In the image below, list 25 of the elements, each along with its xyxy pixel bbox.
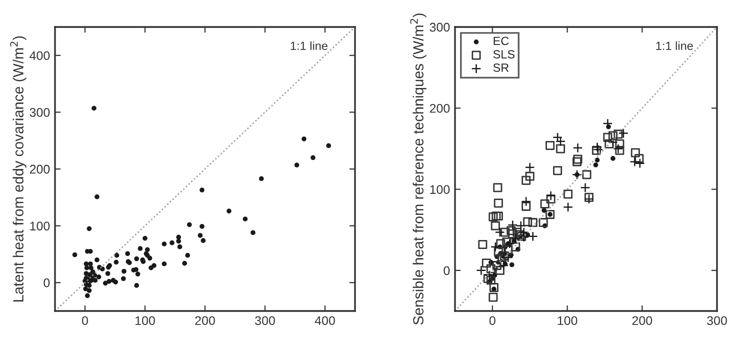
annotation: 1:1 line — [290, 41, 328, 50]
x-tick-label: 100 — [558, 316, 578, 326]
x-tick-label: 100 — [136, 316, 155, 326]
x-tick-label: 0 — [82, 316, 88, 326]
x-tick-label: 300 — [255, 316, 275, 326]
y-tick-label: 400 — [30, 51, 50, 60]
x-tick-label: 300 — [707, 316, 727, 326]
y-tick-label: 300 — [430, 22, 450, 32]
legend-label: EC — [494, 36, 509, 46]
y-tick-label: 100 — [30, 222, 50, 230]
legend-label: SR — [493, 63, 509, 72]
x-tick-label: 0 — [489, 316, 496, 326]
x-tick-label: 200 — [195, 316, 215, 326]
y-axis-title: Sensible heat from reference techniques (W/m$^{2}$) — [410, 14, 426, 325]
x-tick-label: 200 — [632, 316, 652, 326]
y-axis-title: Latent heat from eddy covariance (W/m$^{2}$) — [10, 36, 26, 302]
y-tick-label: 200 — [30, 164, 50, 174]
y-tick-label: 300 — [30, 108, 50, 117]
legend-label: SLS — [493, 50, 515, 58]
y-tick-label: 0 — [444, 266, 450, 276]
y-tick-label: 200 — [430, 104, 450, 113]
y-tick-label: 0 — [44, 278, 50, 288]
y-tick-label: 100 — [430, 185, 450, 194]
annotation: 1:1 line — [656, 41, 693, 50]
x-tick-label: 400 — [314, 316, 335, 326]
